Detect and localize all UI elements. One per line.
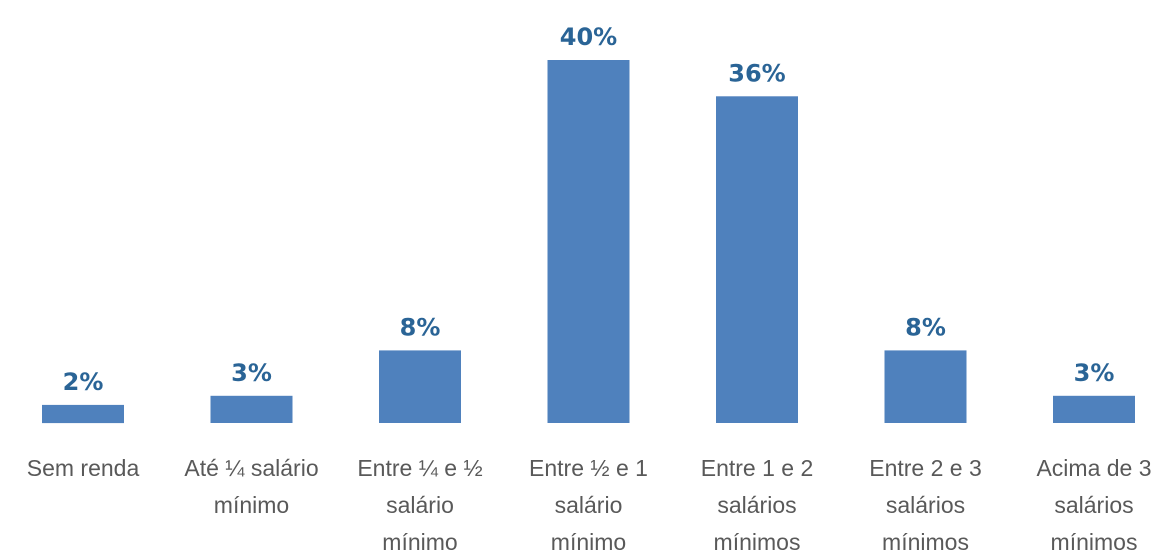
category-label-line: Entre 1 e 2 [701, 455, 814, 481]
category-label-4: Entre 1 e 2 salários mínimos [701, 455, 814, 555]
category-label-6: Acima de 3 salários mínimos [1036, 455, 1151, 555]
bar-1 [210, 395, 293, 423]
category-label-0: Sem renda [27, 455, 140, 481]
data-label-6: 3% [1074, 359, 1115, 387]
category-label-2: Entre ¼ e ½ salário mínimo [357, 455, 482, 555]
data-label-5: 8% [905, 313, 946, 341]
category-label-line: Acima de 3 [1036, 455, 1151, 481]
data-label-1: 3% [231, 359, 272, 387]
category-label-line: Entre ¼ e ½ [357, 455, 482, 481]
category-label-line: Entre 2 e 3 [869, 455, 982, 481]
bar-5 [884, 350, 967, 423]
category-label-line: salários [1054, 492, 1133, 518]
category-label-line: salário [555, 492, 623, 518]
category-label-line: Até ¼ salário [184, 455, 318, 481]
category-label-line: salário [386, 492, 454, 518]
category-label-3: Entre ½ e 1 salário mínimo [529, 455, 648, 555]
category-label-5: Entre 2 e 3 salários mínimos [869, 455, 982, 555]
category-label-line: salários [886, 492, 965, 518]
category-label-line: Sem renda [27, 455, 140, 481]
category-label-line: mínimo [214, 492, 289, 518]
data-label-4: 36% [728, 59, 785, 87]
category-label-line: mínimos [882, 529, 969, 555]
data-label-0: 2% [63, 368, 104, 396]
category-label-line: mínimos [1051, 529, 1138, 555]
category-label-line: salários [717, 492, 796, 518]
bar-3 [547, 60, 630, 423]
data-label-2: 8% [400, 313, 441, 341]
category-label-line: mínimos [714, 529, 801, 555]
bar-2 [379, 350, 461, 423]
bar-0 [42, 404, 124, 424]
bar-4 [716, 96, 798, 424]
category-label-line: Entre ½ e 1 [529, 455, 648, 481]
category-label-line: mínimo [551, 529, 626, 555]
data-label-3: 40% [560, 23, 617, 51]
category-label-1: Até ¼ salário mínimo [184, 455, 318, 518]
bar-6 [1053, 395, 1135, 423]
category-label-line: mínimo [382, 529, 457, 555]
